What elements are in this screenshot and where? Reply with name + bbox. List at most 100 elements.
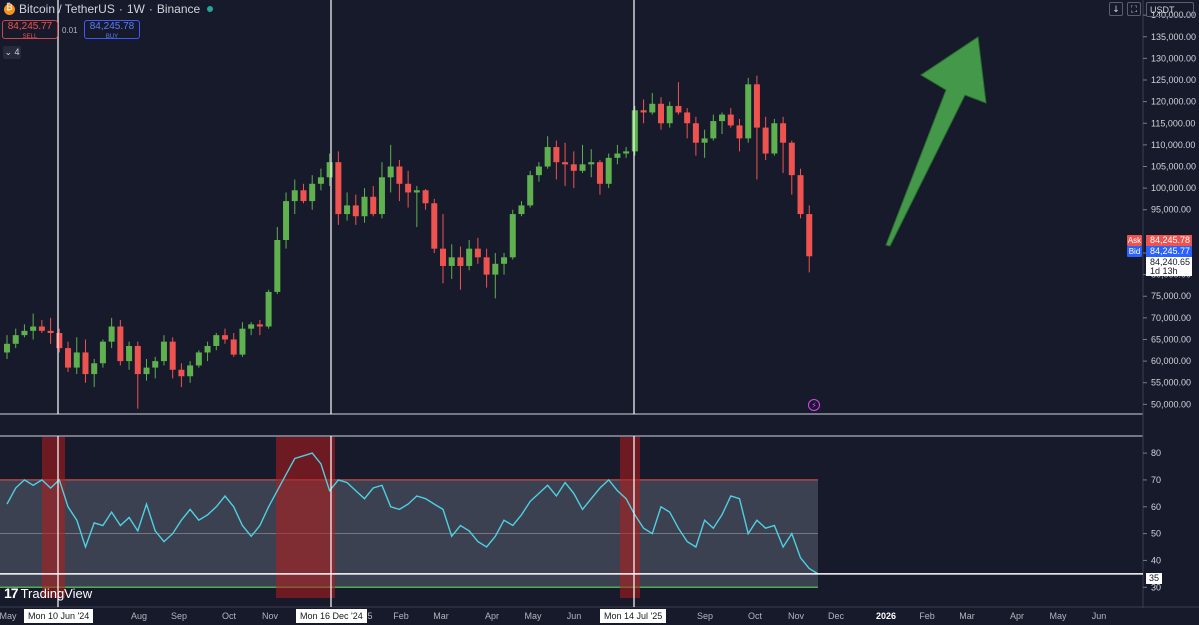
candle-body: [719, 114, 726, 122]
buy-button[interactable]: 84,245.78 BUY: [84, 20, 140, 40]
indicators-toggle[interactable]: ⌄ 4: [3, 46, 21, 59]
candle-body: [492, 263, 499, 275]
time-axis-label: Sep: [697, 611, 713, 621]
candle-body: [73, 352, 80, 368]
bitcoin-icon: [4, 2, 15, 15]
price-tick-label: 140,000.00: [1151, 10, 1196, 20]
rsi-tick-label: 30: [1151, 582, 1161, 592]
candle-body: [501, 257, 508, 264]
sell-label: SELL: [22, 34, 38, 40]
candle-body: [413, 190, 420, 193]
candle-body: [256, 324, 263, 327]
candle-body: [213, 335, 220, 346]
candle-body: [753, 84, 760, 128]
candle-body: [640, 110, 647, 113]
candle-body: [727, 114, 734, 126]
time-axis-label: May: [0, 611, 17, 621]
candle-body: [457, 257, 464, 266]
time-axis-label: 2026: [876, 611, 896, 621]
candle-body: [762, 127, 769, 154]
price-tick-label: 105,000.00: [1151, 161, 1196, 171]
green-arrow-drawing: [885, 36, 987, 247]
candle-body: [91, 363, 98, 375]
indicator-count: 4: [14, 47, 20, 57]
download-icon[interactable]: ↓: [1109, 2, 1123, 16]
candle-body: [631, 110, 638, 152]
candle-body: [544, 147, 551, 167]
time-axis-label: Mar: [433, 611, 449, 621]
candle-body: [405, 183, 412, 193]
candle-body: [745, 84, 752, 139]
buy-price: 84,245.78: [89, 21, 135, 32]
candle-body: [553, 147, 560, 163]
candle-body: [588, 162, 595, 165]
time-axis-label: Jun: [1092, 611, 1107, 621]
price-tick-label: 65,000.00: [1151, 334, 1191, 344]
candle-body: [56, 332, 63, 349]
price-tick-label: 135,000.00: [1151, 32, 1196, 42]
tradingview-watermark: 17 TradingView: [4, 585, 92, 601]
time-axis-label: Jun: [567, 611, 582, 621]
currency-selector[interactable]: USDT: [1146, 2, 1194, 17]
price-tick-label: 75,000.00: [1151, 291, 1191, 301]
date-marker: Mon 14 Jul '25: [600, 609, 667, 623]
candle-body: [623, 151, 630, 154]
interval-label[interactable]: 1W: [126, 2, 145, 16]
candle-body: [274, 240, 281, 292]
time-axis-label: Feb: [919, 611, 935, 621]
candle-body: [710, 121, 717, 139]
bar-countdown: 1d 13h: [1150, 266, 1178, 276]
candle-body: [317, 177, 324, 184]
candle-body: [222, 335, 228, 340]
candle-body: [466, 248, 473, 266]
exchange-label: Binance: [156, 2, 201, 16]
candle-body: [692, 123, 699, 143]
candle-body: [509, 214, 516, 258]
candle-body: [134, 345, 141, 375]
lightning-icon[interactable]: ⚡: [808, 399, 820, 411]
candle-body: [396, 166, 403, 184]
candle-body: [771, 123, 778, 154]
candle-body: [291, 190, 298, 202]
candle-body: [370, 196, 377, 215]
price-tick-label: 125,000.00: [1151, 75, 1196, 85]
spread-value: 0.01: [62, 26, 78, 35]
bid-tag: Bid: [1127, 246, 1142, 257]
rsi-tick-label: 80: [1151, 448, 1161, 458]
symbol-name: Bitcoin / TetherUS: [19, 2, 115, 16]
watermark-text: TradingView: [20, 585, 93, 601]
fullscreen-icon[interactable]: ⛶: [1127, 2, 1141, 16]
candle-body: [701, 138, 708, 143]
sell-button[interactable]: 84,245.77 SELL: [2, 20, 58, 40]
market-open-icon: [207, 6, 214, 12]
time-axis-label: Oct: [748, 611, 763, 621]
time-axis-label: May: [1049, 611, 1067, 621]
bid-price-label: 84,245.77: [1146, 246, 1192, 257]
candle-body: [239, 328, 246, 355]
buy-label: BUY: [105, 34, 119, 40]
candle-body: [666, 105, 673, 124]
candle-body: [448, 257, 455, 266]
time-axis-label: May: [524, 611, 542, 621]
candle-body: [562, 162, 569, 165]
candle-body: [65, 348, 72, 368]
candle-body: [527, 175, 534, 206]
symbol-header[interactable]: Bitcoin / TetherUS · 1W · Binance: [4, 2, 214, 16]
candle-body: [605, 157, 612, 184]
candle-body: [387, 166, 394, 178]
candle-body: [361, 196, 368, 217]
tradingview-logo-icon: 17: [4, 585, 19, 601]
rsi-tick-label: 70: [1151, 475, 1161, 485]
time-axis-label: Aug: [131, 611, 147, 621]
candle-body: [518, 205, 525, 215]
rsi-tick-label: 40: [1151, 555, 1161, 565]
candle-body: [169, 341, 176, 370]
time-axis-label: Feb: [393, 611, 409, 621]
candle-body: [440, 248, 446, 266]
candle-body: [675, 105, 682, 113]
candle-body: [431, 203, 438, 249]
candle-body: [117, 326, 124, 362]
candle-body: [82, 352, 89, 375]
price-tick-label: 60,000.00: [1151, 356, 1191, 366]
